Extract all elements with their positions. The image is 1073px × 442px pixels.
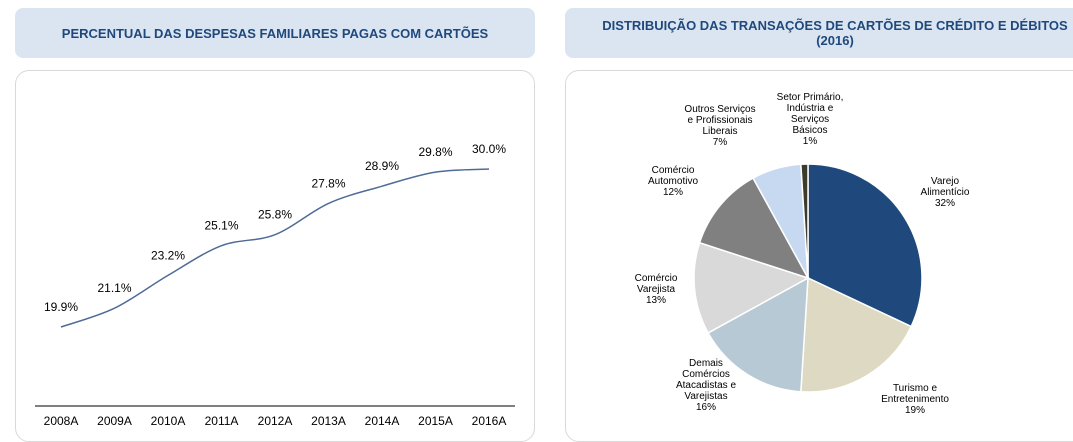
x-tick-label: 2008A: [44, 414, 79, 428]
data-label: 28.9%: [365, 159, 399, 173]
pie-slice: [698, 177, 810, 280]
data-label: 30.0%: [472, 142, 506, 156]
slice-value-label: 13%: [645, 295, 667, 306]
x-tick-label: 2015A: [418, 414, 453, 428]
slice-label: Comércio Varejista: [634, 273, 678, 295]
line-chart-title: PERCENTUAL DAS DESPESAS FAMILIARES PAGAS…: [15, 8, 535, 58]
slice-value-label: 32%: [934, 198, 956, 209]
slice-label: Setor Primário, Indústria e Serviços Bás…: [776, 92, 844, 136]
x-tick-label: 2012A: [258, 414, 293, 428]
slice-label: Demais Comércios Atacadistas e Varejista…: [675, 358, 737, 402]
x-tick-label: 2016A: [472, 414, 507, 428]
data-label: 23.2%: [151, 248, 185, 262]
x-tick-label: 2009A: [97, 414, 132, 428]
data-label: 19.9%: [44, 300, 78, 314]
pie-chart-title: DISTRIBUIÇÃO DAS TRANSAÇÕES DE CARTÕES D…: [565, 8, 1073, 58]
slice-value-label: 1%: [802, 136, 818, 147]
x-tick-label: 2014A: [365, 414, 400, 428]
line: [60, 168, 490, 328]
pie-slice: [707, 276, 809, 393]
slice-value-label: 19%: [904, 405, 926, 416]
data-label: 25.1%: [204, 219, 238, 233]
slice-value-label: 16%: [695, 402, 717, 413]
slice-label: Outros Serviços e Profissionais Liberais: [684, 104, 756, 137]
data-label: 27.8%: [311, 176, 345, 190]
data-label: 21.1%: [97, 281, 131, 295]
x-tick-label: 2010A: [151, 414, 186, 428]
slice-label: Varejo Alimentício: [920, 176, 970, 198]
pie-slice: [693, 241, 810, 334]
pie-slice: [800, 276, 913, 393]
slice-value-label: 7%: [712, 137, 728, 148]
slice-label: Turismo e Entretenimento: [881, 383, 949, 405]
x-tick-label: 2011A: [205, 414, 239, 428]
x-tick-label: 2013A: [311, 414, 346, 428]
slice-value-label: 12%: [662, 187, 684, 198]
pie-slice: [800, 163, 809, 279]
data-label: 25.8%: [258, 208, 292, 222]
data-label: 29.8%: [418, 145, 452, 159]
slice-label: Comércio Automotivo: [647, 165, 699, 187]
pie-slice: [807, 163, 923, 328]
